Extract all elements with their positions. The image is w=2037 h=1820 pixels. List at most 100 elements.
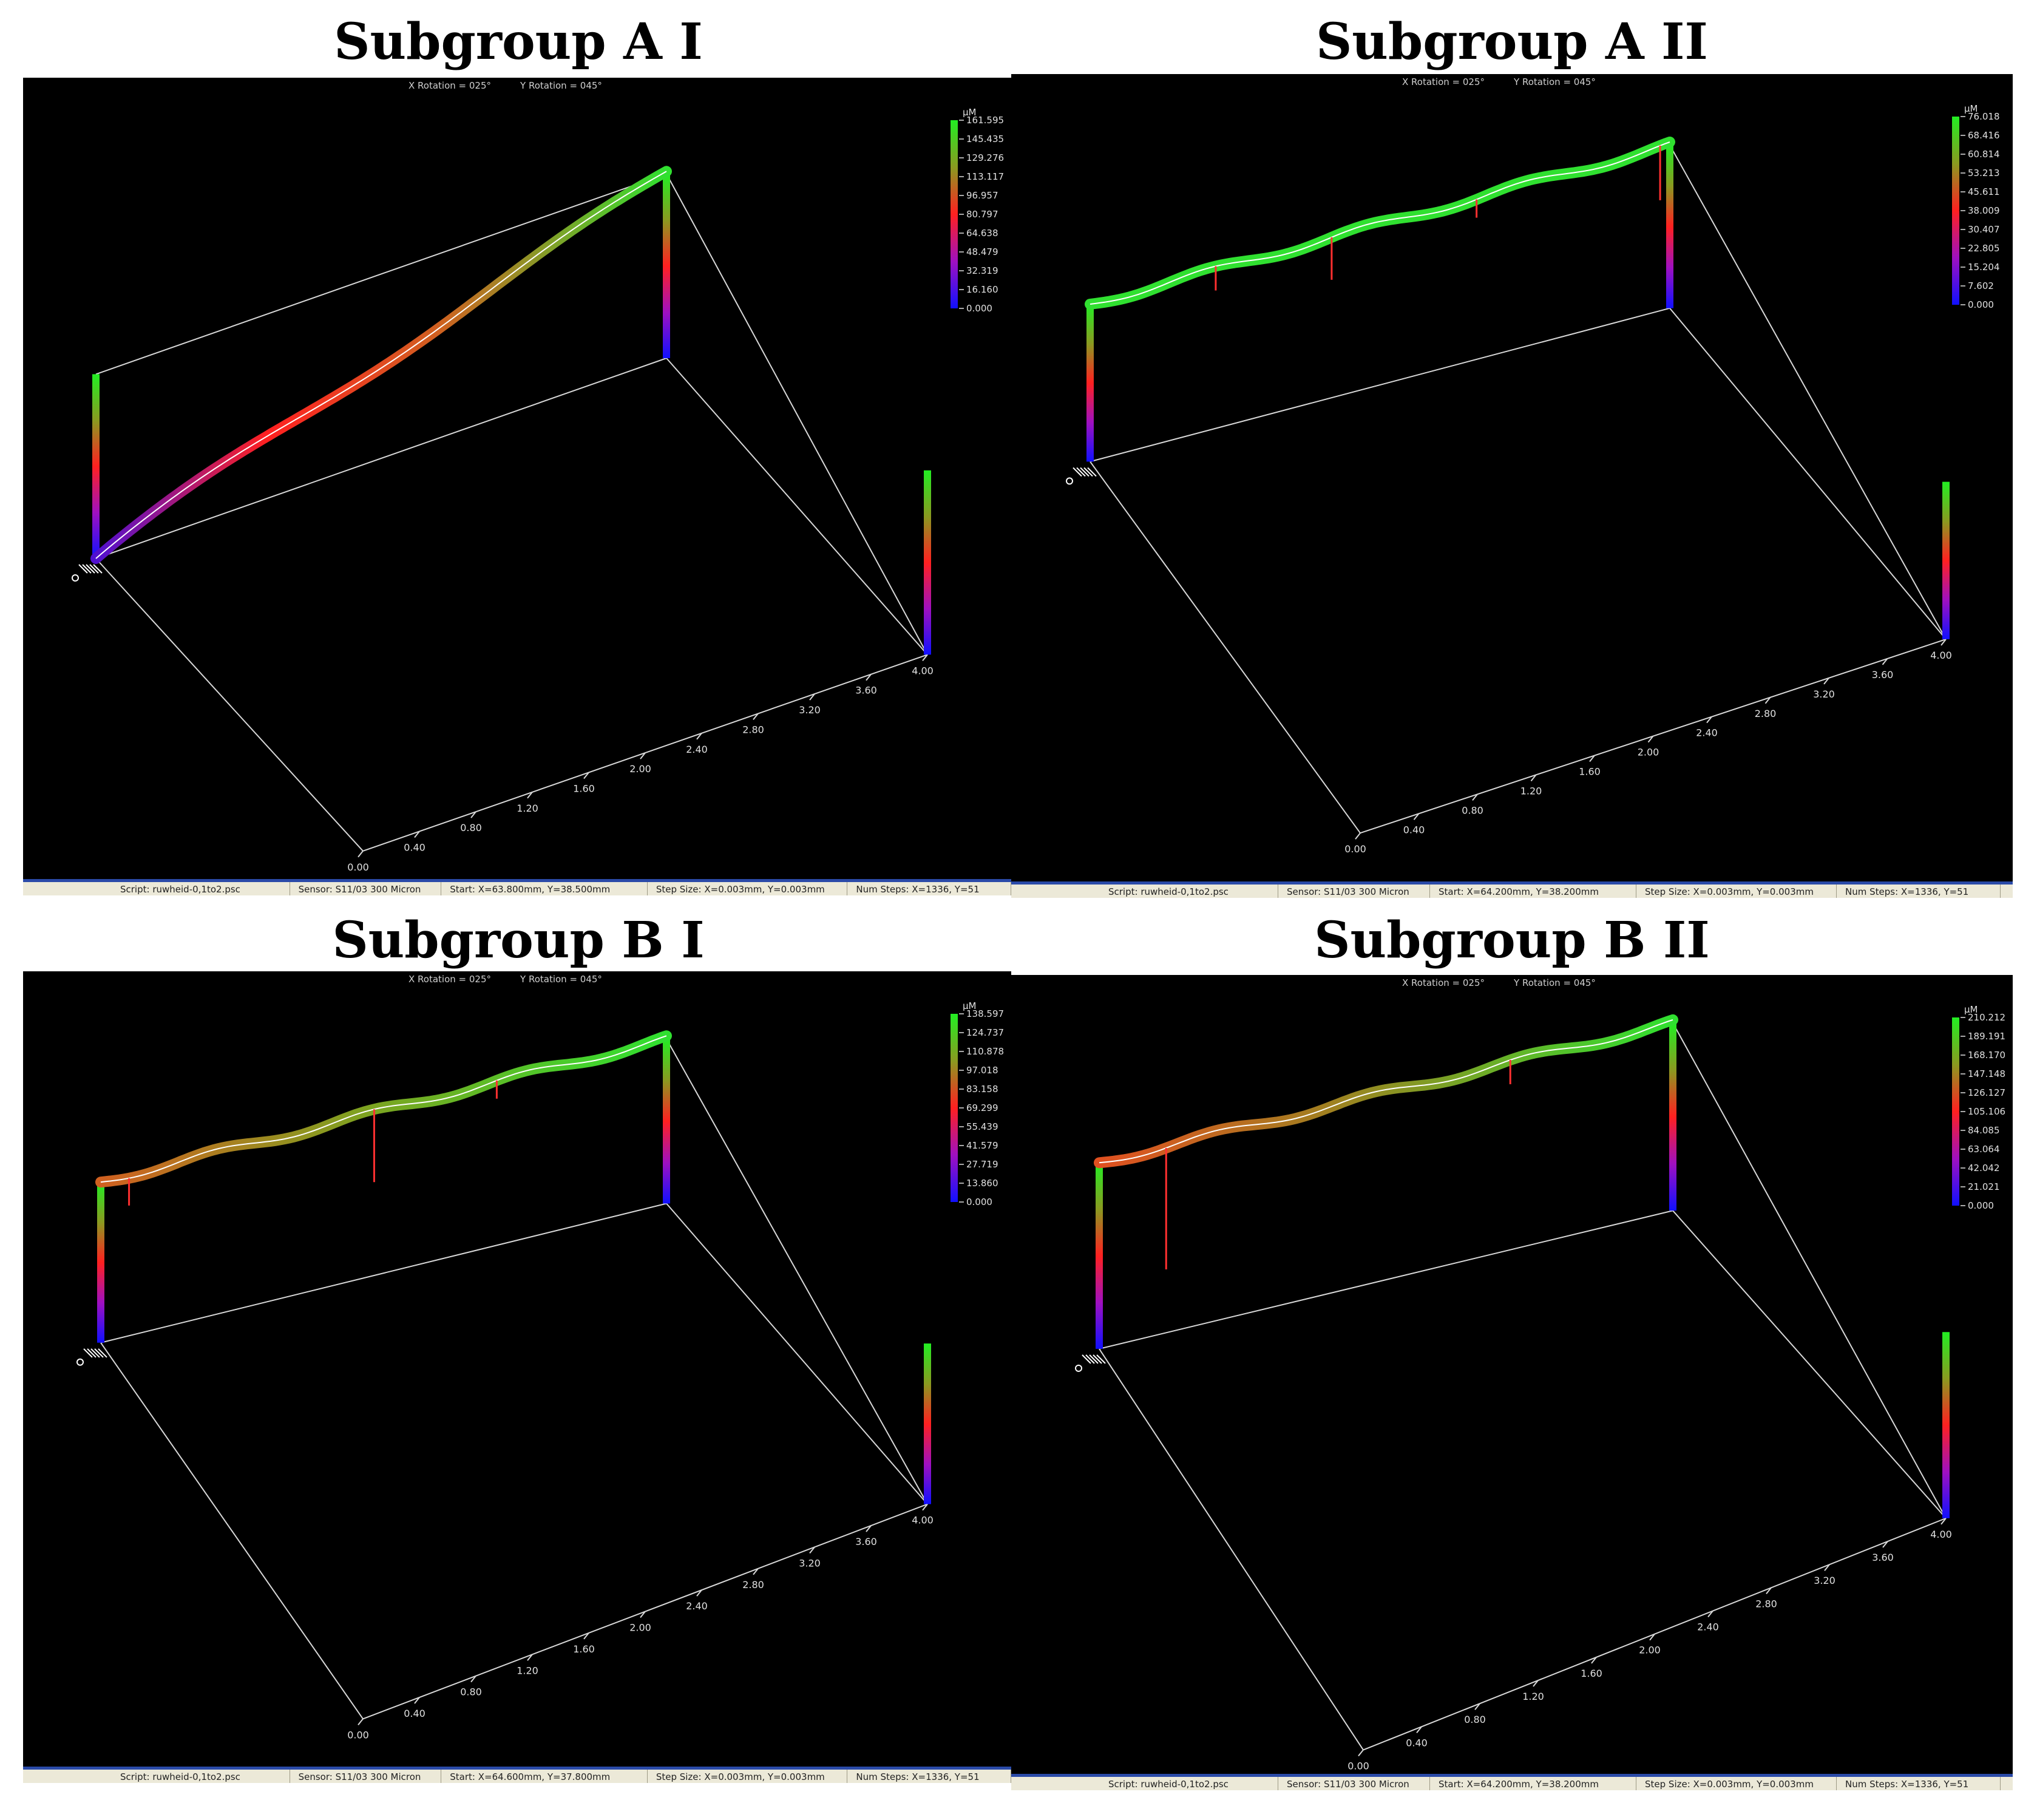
axis-tick-label: 1.60 xyxy=(1579,766,1601,778)
color-bar xyxy=(1086,304,1094,462)
scale-tick-label: 189.191 xyxy=(1968,1031,2005,1042)
scale-tick-label: 22.805 xyxy=(1968,243,2000,254)
scale-tick-label: 76.018 xyxy=(1968,111,2000,122)
color-bar xyxy=(97,1182,104,1343)
axis-tick xyxy=(583,1632,589,1640)
status-start: Start: X=64.600mm, Y=37.800mm xyxy=(441,1770,648,1783)
axis-tick-label: 2.80 xyxy=(742,724,764,735)
axis-tick-label: 2.00 xyxy=(1639,1645,1661,1656)
axis-tick-label: 0.00 xyxy=(347,1729,369,1740)
axis-tick xyxy=(470,811,476,818)
scale-tick-label: 27.719 xyxy=(966,1159,998,1170)
color-bar xyxy=(1942,1332,1950,1518)
x-rotation-label: X Rotation = 025° xyxy=(408,80,492,91)
frame-base-right-edge xyxy=(1672,1210,1947,1519)
color-bar xyxy=(924,1343,931,1504)
status-num-steps: Num Steps: X=1336, Y=51 xyxy=(1837,885,2001,898)
scale-unit-label: µM xyxy=(963,107,977,118)
axis-tick xyxy=(922,1504,928,1511)
profile-3d-view[interactable]: X Rotation = 025° Y Rotation = 045° 0.00 0.… xyxy=(1011,975,2013,1774)
axis-tick xyxy=(1472,793,1478,801)
profile-3d-view[interactable]: X Rotation = 025° Y Rotation = 045° 0.00 0.… xyxy=(1011,74,2013,881)
scale-tick-label: 138.597 xyxy=(966,1008,1004,1019)
status-step-size: Step Size: X=0.003mm, Y=0.003mm xyxy=(1636,1777,1837,1790)
profile-3d-view[interactable]: X Rotation = 025° Y Rotation = 045° 0.00 0.… xyxy=(23,78,1011,879)
axis-tick xyxy=(358,851,364,858)
profile-3d-view[interactable]: X Rotation = 025° Y Rotation = 045° 0.00 0.… xyxy=(23,971,1011,1767)
status-start: Start: X=63.800mm, Y=38.500mm xyxy=(441,882,648,895)
axis-tick-label: 2.40 xyxy=(1697,1621,1719,1633)
x-rotation-label: X Rotation = 025° xyxy=(408,974,492,985)
surface-profile-mean xyxy=(100,1035,667,1183)
scale-tick-label: 97.018 xyxy=(966,1065,998,1076)
axis-tick xyxy=(1413,813,1420,820)
axis-tick-label: 1.60 xyxy=(1581,1668,1602,1679)
status-script: Script: ruwheid-0,1to2.psc xyxy=(23,1770,290,1783)
status-step-size: Step Size: X=0.003mm, Y=0.003mm xyxy=(1636,885,1837,898)
axis-tick-label: 3.60 xyxy=(1872,1552,1894,1563)
scale-tick-label: 45.611 xyxy=(1968,186,2000,197)
axis-tick-label: 0.40 xyxy=(1406,1737,1428,1748)
color-bar xyxy=(1669,1022,1676,1211)
scale-tick-label: 84.085 xyxy=(1968,1125,2000,1136)
scale-tick-label: 16.160 xyxy=(966,284,998,295)
scale-tick-label: 15.204 xyxy=(1968,262,2000,273)
frame-x-axis xyxy=(362,1503,928,1720)
scale-tick-label: 145.435 xyxy=(966,134,1004,144)
axis-tick xyxy=(1591,1657,1597,1664)
axis-tick-label: 0.40 xyxy=(404,1708,425,1719)
frame-base-left-edge xyxy=(95,558,364,852)
axis-tick-label: 2.80 xyxy=(742,1579,764,1591)
y-rotation-label: Y Rotation = 045° xyxy=(1514,977,1596,988)
axis-tick-label: 2.00 xyxy=(629,763,651,775)
origin-marker-icon xyxy=(1075,1354,1106,1372)
axis-tick-label: 2.80 xyxy=(1755,708,1777,719)
scale-tick-label: 0.000 xyxy=(1968,299,1994,310)
axis-tick-label: 1.20 xyxy=(517,803,538,814)
color-bar xyxy=(1666,145,1673,308)
axis-tick xyxy=(1882,658,1888,665)
axis-tick xyxy=(753,1568,759,1575)
axis-tick-label: 4.00 xyxy=(1930,650,1952,661)
axis-tick-label: 1.20 xyxy=(1522,1691,1544,1702)
axis-tick-label: 1.20 xyxy=(1520,785,1542,796)
scale-tick-label: 113.117 xyxy=(966,171,1004,182)
color-bar xyxy=(663,1039,670,1204)
axis-tick xyxy=(1707,1610,1713,1618)
axis-tick xyxy=(1530,774,1537,782)
axis-tick-label: 0.80 xyxy=(1464,1714,1486,1725)
rotation-readout: X Rotation = 025° Y Rotation = 045° xyxy=(408,974,631,985)
axis-tick-label: 1.20 xyxy=(517,1665,538,1676)
axis-tick xyxy=(1589,755,1595,762)
axis-tick xyxy=(1355,832,1361,840)
status-step-size: Step Size: X=0.003mm, Y=0.003mm xyxy=(648,1770,848,1783)
surface-profile xyxy=(90,166,672,564)
rotation-readout: X Rotation = 025° Y Rotation = 045° xyxy=(1402,977,1625,988)
status-bar: Script: ruwheid-0,1to2.psc Sensor: S11/03… xyxy=(23,879,1011,895)
color-bar xyxy=(1952,117,1959,305)
scale-tick-label: 60.814 xyxy=(1968,149,2000,160)
scale-tick-label: 126.127 xyxy=(1968,1087,2005,1098)
color-bar xyxy=(951,1014,958,1202)
y-rotation-label: Y Rotation = 045° xyxy=(520,80,602,91)
axis-tick-label: 2.80 xyxy=(1755,1598,1777,1609)
axis-tick xyxy=(583,772,589,779)
color-bar xyxy=(951,120,958,308)
scale-tick-label: 129.276 xyxy=(966,152,1004,163)
panel-title: Subgroup A II xyxy=(1316,13,1708,71)
axis-tick-label: 4.00 xyxy=(912,665,934,676)
axis-tick xyxy=(1764,697,1771,704)
axis-tick xyxy=(809,693,815,701)
axis-tick-label: 3.20 xyxy=(799,1557,821,1569)
frame-right-edge xyxy=(666,173,928,655)
status-script: Script: ruwheid-0,1to2.psc xyxy=(1011,885,1278,898)
axis-tick xyxy=(414,1697,420,1704)
x-rotation-label: X Rotation = 025° xyxy=(1402,977,1485,988)
frame-top-edge xyxy=(95,173,667,375)
axis-tick-label: 3.20 xyxy=(1813,688,1835,700)
status-script: Script: ruwheid-0,1to2.psc xyxy=(1011,1777,1278,1790)
status-script: Script: ruwheid-0,1to2.psc xyxy=(23,882,290,895)
panel-title: Subgroup B II xyxy=(1314,911,1710,969)
scale-tick-label: 161.595 xyxy=(966,115,1004,126)
axis-tick xyxy=(1882,1541,1888,1548)
